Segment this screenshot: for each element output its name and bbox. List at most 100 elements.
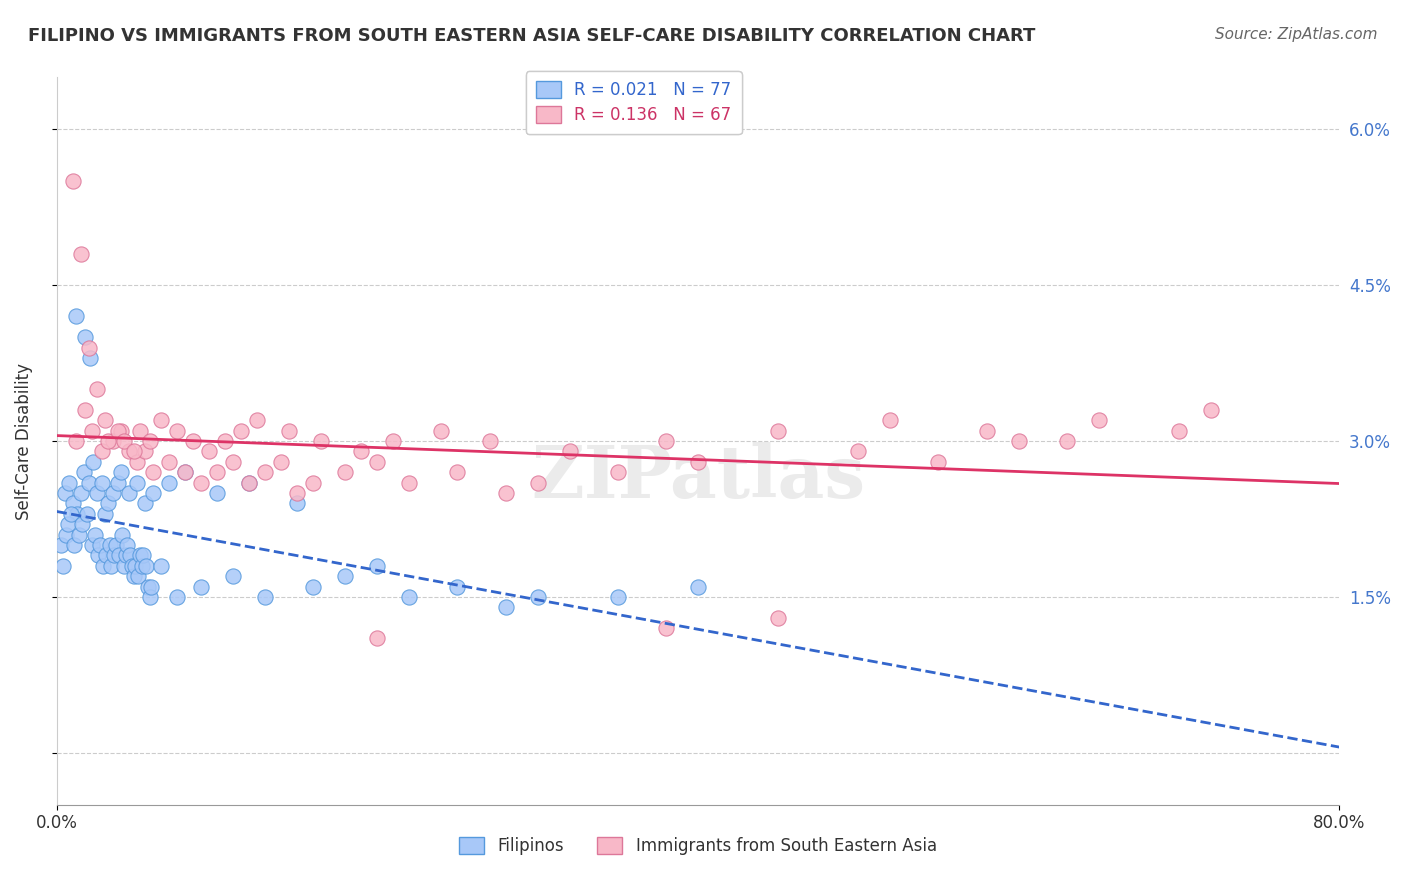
Point [157, 455, 180, 469]
Point [90, 475, 112, 490]
Point [309, 434, 332, 448]
Point [93, 413, 115, 427]
Point [270, 455, 292, 469]
Point [91, 558, 114, 573]
Point [246, 413, 269, 427]
Point [124, 558, 146, 573]
Point [121, 558, 143, 573]
Point [67, 527, 90, 541]
Point [66, 507, 89, 521]
Point [558, 444, 581, 458]
Point [86, 486, 108, 500]
Point [115, 538, 138, 552]
Point [55, 527, 77, 541]
Y-axis label: Self-Care Disability: Self-Care Disability [15, 362, 32, 519]
Point [166, 590, 188, 604]
Point [90, 444, 112, 458]
Point [254, 465, 277, 479]
Point [65, 310, 87, 324]
Point [100, 558, 122, 573]
Point [335, 569, 357, 583]
Point [495, 486, 517, 500]
Legend: R = 0.021   N = 77, R = 0.136   N = 67: R = 0.021 N = 77, R = 0.136 N = 67 [526, 71, 741, 134]
Point [142, 486, 165, 500]
Point [382, 434, 405, 448]
Point [120, 549, 142, 563]
Point [205, 465, 228, 479]
Point [80, 424, 103, 438]
Point [1199, 403, 1222, 417]
Point [118, 486, 141, 500]
Point [366, 455, 388, 469]
Point [1087, 413, 1109, 427]
Point [238, 475, 260, 490]
Point [110, 465, 132, 479]
Point [285, 486, 308, 500]
Point [222, 569, 245, 583]
Point [302, 475, 325, 490]
Point [606, 465, 628, 479]
Point [87, 549, 110, 563]
Point [60, 507, 83, 521]
Point [1007, 434, 1029, 448]
Point [103, 549, 125, 563]
Point [173, 465, 195, 479]
Point [190, 475, 212, 490]
Point [526, 590, 548, 604]
Point [606, 590, 628, 604]
Point [138, 590, 160, 604]
Point [526, 475, 548, 490]
Point [73, 465, 96, 479]
Point [446, 465, 468, 479]
Point [846, 444, 869, 458]
Point [132, 549, 155, 563]
Point [205, 486, 228, 500]
Point [84, 527, 107, 541]
Point [65, 434, 87, 448]
Point [86, 382, 108, 396]
Point [118, 444, 141, 458]
Point [51, 538, 73, 552]
Text: ZIPatlas: ZIPatlas [531, 442, 865, 513]
Point [134, 444, 156, 458]
Point [101, 486, 124, 500]
Point [157, 475, 180, 490]
Point [222, 455, 245, 469]
Point [104, 538, 127, 552]
Point [214, 434, 236, 448]
Point [80, 538, 103, 552]
Point [686, 455, 709, 469]
Point [63, 538, 86, 552]
Point [52, 558, 75, 573]
Point [254, 590, 277, 604]
Point [1168, 424, 1191, 438]
Point [766, 424, 789, 438]
Point [149, 413, 172, 427]
Point [138, 434, 160, 448]
Point [366, 632, 388, 646]
Point [96, 549, 118, 563]
Point [125, 475, 148, 490]
Point [127, 569, 149, 583]
Point [97, 434, 120, 448]
Point [478, 434, 501, 448]
Text: FILIPINO VS IMMIGRANTS FROM SOUTH EASTERN ASIA SELF-CARE DISABILITY CORRELATION : FILIPINO VS IMMIGRANTS FROM SOUTH EASTER… [28, 27, 1035, 45]
Point [766, 610, 789, 624]
Point [114, 549, 136, 563]
Point [77, 341, 100, 355]
Point [53, 486, 76, 500]
Point [97, 496, 120, 510]
Point [430, 424, 453, 438]
Point [655, 621, 678, 635]
Point [62, 174, 84, 188]
Point [134, 496, 156, 510]
Text: Source: ZipAtlas.com: Source: ZipAtlas.com [1215, 27, 1378, 42]
Point [136, 580, 159, 594]
Point [141, 580, 163, 594]
Point [446, 580, 468, 594]
Point [398, 475, 420, 490]
Point [1056, 434, 1078, 448]
Point [366, 558, 388, 573]
Point [686, 580, 709, 594]
Point [75, 403, 97, 417]
